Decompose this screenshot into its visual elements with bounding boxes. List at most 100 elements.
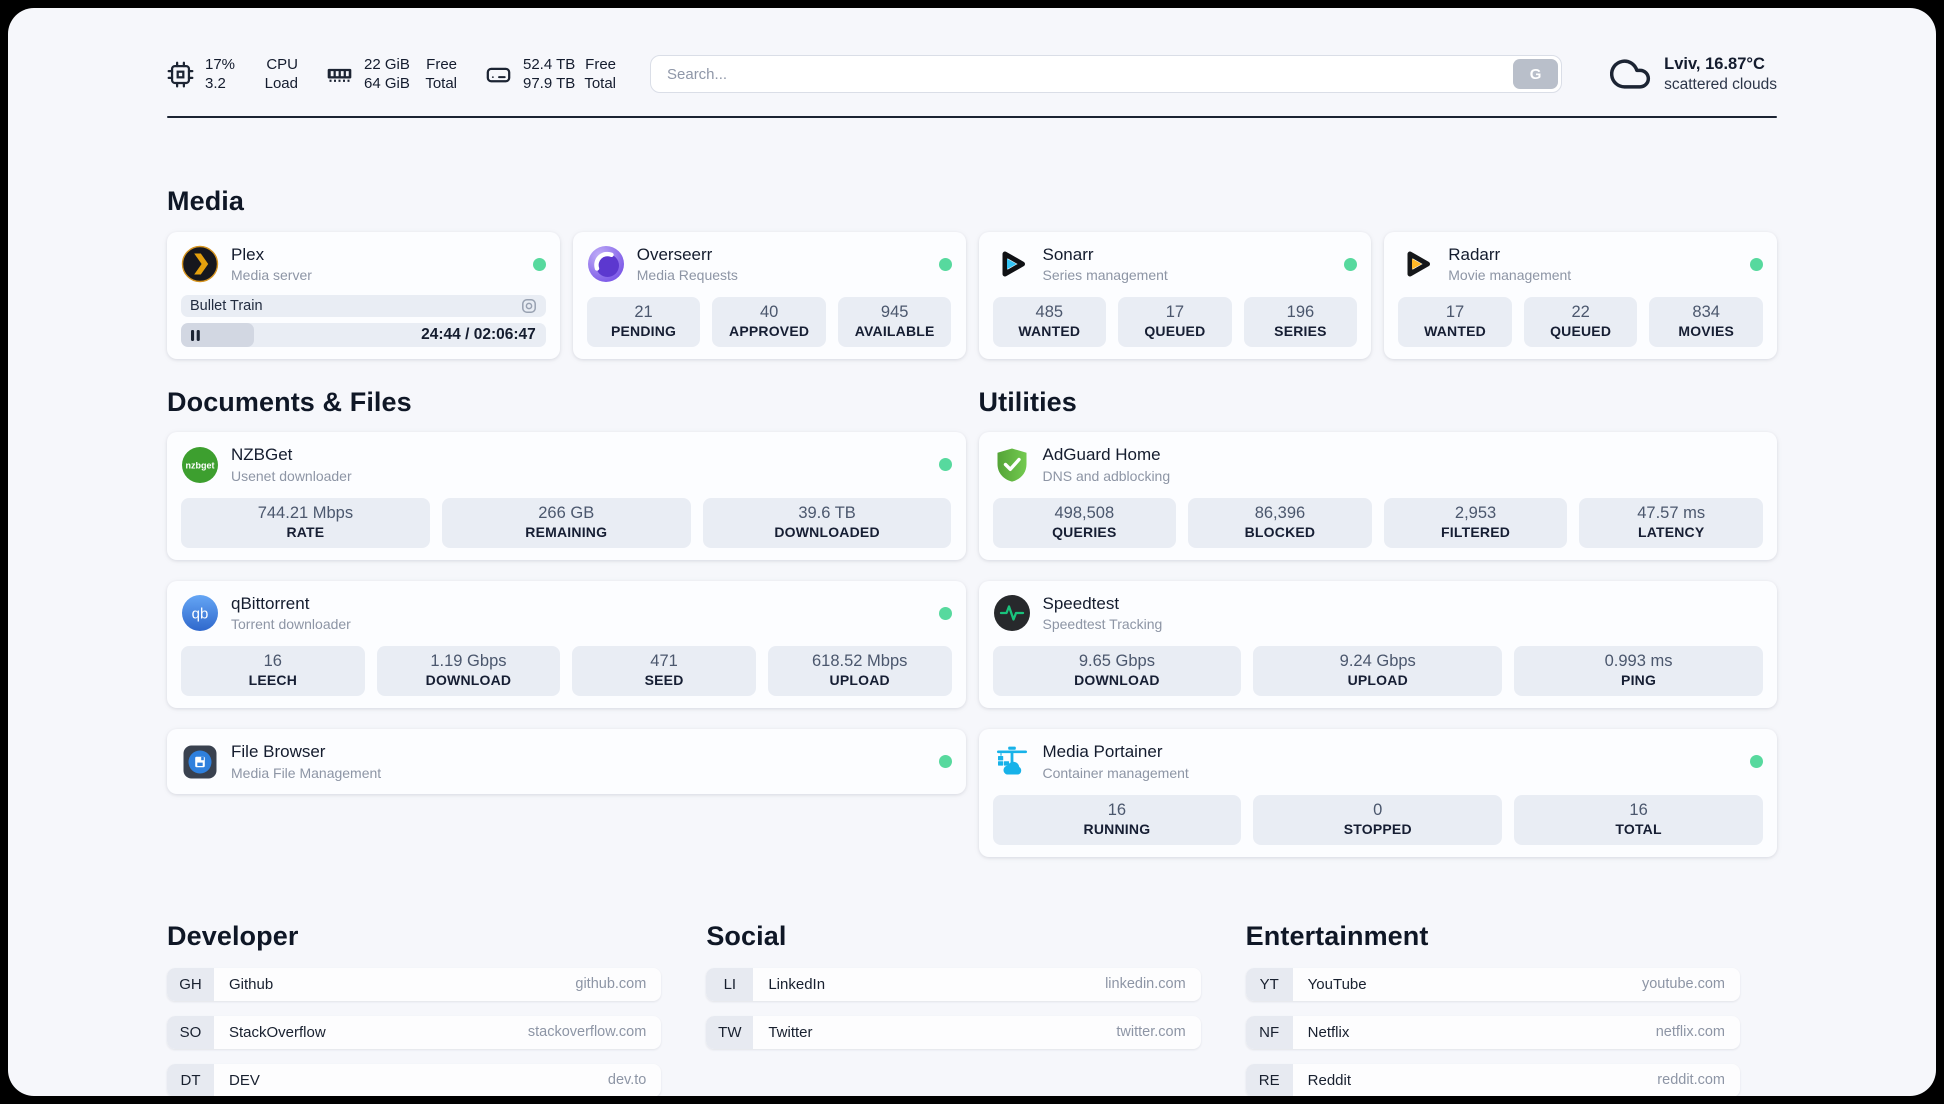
service-name: NZBGet	[231, 445, 293, 465]
bookmark-domain: youtube.com	[1641, 976, 1725, 993]
status-dot-online	[1750, 755, 1763, 769]
memory-icon	[326, 61, 353, 88]
bookmark-name: YouTube	[1307, 975, 1367, 993]
bookmark-dev[interactable]: DT DEV dev.to	[167, 1063, 662, 1096]
stat-movies: 834 MOVIES	[1649, 297, 1763, 348]
svg-text:qb: qb	[192, 606, 209, 623]
search-provider-button[interactable]: G	[1513, 59, 1559, 89]
service-name: Media Portainer	[1042, 742, 1163, 762]
service-name: AdGuard Home	[1042, 445, 1161, 465]
section-title-utilities: Utilities	[978, 387, 1077, 418]
header-divider	[167, 116, 1777, 118]
bookmark-abbr: RE	[1245, 1063, 1293, 1096]
stat-series: 196 SERIES	[1243, 297, 1358, 348]
now-playing-row: Bullet Train	[181, 295, 546, 318]
bookmark-linkedin[interactable]: LI LinkedIn linkedin.com	[706, 967, 1201, 1001]
bookmark-group-developer: Developer GH Github github.com SO StackO…	[167, 921, 662, 1096]
stat-download: 1.19 Gbps DOWNLOAD	[376, 646, 561, 697]
bookmark-domain: reddit.com	[1657, 1072, 1725, 1089]
service-card-adguard: AdGuard Home DNS and adblocking 498,508 …	[978, 432, 1777, 560]
stat-upload: 618.52 Mbps UPLOAD	[767, 646, 952, 697]
service-link-speedtest[interactable]: Speedtest Speedtest Tracking	[993, 593, 1764, 633]
bookmark-github[interactable]: GH Github github.com	[167, 967, 662, 1001]
bookmark-abbr: NF	[1245, 1015, 1293, 1049]
stat-queued: 17 QUEUED	[1118, 297, 1232, 348]
memory-total: 64 GiB	[364, 75, 410, 92]
bookmark-abbr: SO	[167, 1015, 214, 1049]
cpu-icon	[167, 61, 194, 88]
section-title-documents: Documents & Files	[167, 387, 412, 418]
stat-latency: 47.57 ms LATENCY	[1579, 497, 1763, 548]
bookmark-reddit[interactable]: RE Reddit reddit.com	[1245, 1063, 1740, 1096]
section-utilities: Utilities	[978, 387, 1777, 857]
service-description: Movie management	[1448, 267, 1572, 284]
bookmark-abbr: LI	[706, 967, 754, 1001]
memory-label-bottom: Total	[425, 75, 457, 92]
bookmark-name: Netflix	[1307, 1023, 1350, 1041]
status-dot-online	[532, 257, 546, 271]
bookmark-name: Twitter	[768, 1023, 813, 1041]
bookmark-domain: dev.to	[607, 1072, 647, 1089]
service-link-portainer[interactable]: Media Portainer Container management	[993, 741, 1763, 781]
stat-remaining: 266 GB REMAINING	[441, 497, 691, 548]
service-link-radarr[interactable]: Radarr Movie management	[1398, 244, 1763, 284]
service-description: Media server	[231, 267, 312, 284]
webcam-icon[interactable]	[521, 298, 537, 314]
status-dot-online	[938, 755, 952, 769]
section-title-entertainment: Entertainment	[1245, 920, 1429, 951]
bookmark-domain: linkedin.com	[1105, 976, 1186, 993]
memory-widget: 22 GiB 64 GiB Free Total	[326, 55, 457, 94]
service-link-nzbget[interactable]: nzbget NZBGet Usenet downloader	[181, 444, 952, 484]
status-dot-online	[938, 606, 952, 620]
service-link-sonarr[interactable]: Sonarr Series management	[993, 244, 1358, 284]
bookmark-name: StackOverflow	[229, 1023, 326, 1041]
search-input[interactable]	[650, 55, 1563, 93]
speedtest-icon	[993, 594, 1031, 632]
portainer-icon	[993, 743, 1031, 781]
stat-download: 9.65 Gbps DOWNLOAD	[992, 646, 1242, 697]
service-card-nzbget: nzbget NZBGet Usenet downloader 744.21 M…	[167, 432, 966, 560]
service-name: Plex	[231, 245, 265, 264]
bookmark-domain: stackoverflow.com	[527, 1024, 647, 1041]
bookmark-abbr: GH	[167, 967, 214, 1001]
service-card-speedtest: Speedtest Speedtest Tracking 9.65 Gbps D…	[978, 580, 1777, 709]
stat-queued: 22 QUEUED	[1523, 297, 1638, 348]
stat-ping: 0.993 ms PING	[1514, 646, 1763, 697]
status-dot-online	[1344, 257, 1358, 271]
bookmark-youtube[interactable]: YT YouTube youtube.com	[1245, 967, 1740, 1001]
bookmark-group-entertainment: Entertainment YT YouTube youtube.com NF …	[1245, 920, 1740, 1096]
stat-upload: 9.24 Gbps UPLOAD	[1253, 646, 1503, 697]
service-description: Usenet downloader	[231, 467, 352, 484]
pause-icon[interactable]	[191, 329, 200, 341]
service-description: DNS and adblocking	[1042, 467, 1171, 484]
bookmark-stackoverflow[interactable]: SO StackOverflow stackoverflow.com	[167, 1015, 662, 1049]
weather-widget[interactable]: Lviv, 16.87°C scattered clouds	[1608, 52, 1777, 96]
section-title-media: Media	[167, 186, 245, 216]
service-description: Torrent downloader	[231, 616, 351, 633]
stat-available: 945 AVAILABLE	[837, 297, 952, 348]
service-name: Speedtest	[1042, 593, 1120, 613]
top-bar: 17% 3.2 CPU Load	[167, 36, 1777, 112]
cpu-widget: 17% 3.2 CPU Load	[167, 55, 298, 94]
bookmark-abbr: TW	[706, 1015, 754, 1049]
system-monitors: 17% 3.2 CPU Load	[167, 55, 616, 94]
service-link-filebrowser[interactable]: File Browser Media File Management	[181, 741, 952, 781]
service-name: Radarr	[1448, 245, 1501, 264]
cpu-percent: 17%	[205, 55, 236, 73]
service-link-qbittorrent[interactable]: qb qBittorrent Torrent downloader	[181, 593, 952, 633]
service-link-plex[interactable]: Plex Media server	[181, 244, 546, 284]
bookmark-abbr: DT	[167, 1063, 214, 1096]
dashboard-canvas: 17% 3.2 CPU Load	[8, 8, 1936, 1096]
service-name: File Browser	[231, 742, 326, 762]
now-playing-title: Bullet Train	[190, 298, 263, 315]
cpu-load: 3.2	[205, 75, 226, 92]
service-link-adguard[interactable]: AdGuard Home DNS and adblocking	[993, 444, 1764, 484]
service-card-portainer: Media Portainer Container management 16 …	[978, 729, 1777, 857]
service-name: Overseerr	[636, 245, 713, 264]
playback-progress: 24:44 / 02:06:47	[181, 323, 546, 348]
service-card-plex: Plex Media server Bullet Train	[167, 232, 560, 360]
bookmark-twitter[interactable]: TW Twitter twitter.com	[706, 1015, 1201, 1049]
bookmark-group-social: Social LI LinkedIn linkedin.com TW Twitt…	[706, 921, 1201, 1096]
bookmark-netflix[interactable]: NF Netflix netflix.com	[1245, 1015, 1740, 1049]
service-link-overseerr[interactable]: Overseerr Media Requests	[587, 244, 952, 284]
